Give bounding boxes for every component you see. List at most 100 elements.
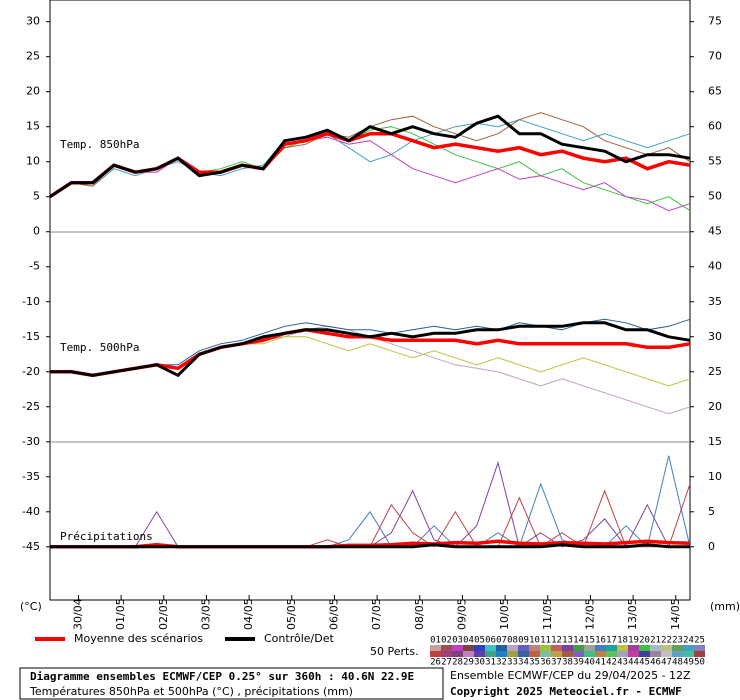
perturbation-label: 15 [584,636,595,646]
x-tick-label: 06/05 [327,598,340,630]
perturbation-swatch [584,645,595,651]
y-tick-label: 25 [26,50,40,63]
y-tick-label: -5 [29,260,40,273]
perturbation-label: 18 [617,636,628,646]
y-tick-label: -45 [22,540,40,553]
y2-tick-label: 10 [708,470,722,483]
perturbation-label: 31 [485,658,496,668]
panel-label: Précipitations [60,530,153,543]
x-tick-label: 14/05 [669,598,682,630]
perturbation-swatch [507,651,518,657]
perturbation-swatch [496,645,507,651]
perturbation-label: 38 [562,658,573,668]
perturbation-label: 33 [507,658,518,668]
perturbation-swatch [529,645,540,651]
perturbation-swatch [485,645,496,651]
perturbation-swatch [452,645,463,651]
perturbation-label: 40 [584,658,595,668]
y-tick-label: 30 [26,15,40,28]
x-tick-label: 01/05 [114,598,127,630]
x-tick-label: 30/04 [71,598,84,630]
perturbation-swatch [573,645,584,651]
perturbation-swatch [430,645,441,651]
x-tick-label: 03/05 [199,598,212,630]
perturbation-swatch [595,651,606,657]
perturbation-label: 42 [606,658,617,668]
perturbation-label: 04 [463,636,474,646]
perturbation-swatch [463,651,474,657]
perturbation-label: 22 [661,636,672,646]
perturbation-swatch [694,645,705,651]
perturbation-label: 50 [694,658,705,668]
perturbation-label: 06 [485,636,496,646]
perturbation-swatch [628,651,639,657]
perturbation-label: 49 [683,658,694,668]
perturbation-label: 14 [573,636,584,646]
series-line [49,114,691,198]
perturbation-label: 43 [617,658,628,668]
x-tick-label: 02/05 [157,598,170,630]
y-tick-label: -20 [22,365,40,378]
perturbation-label: 23 [672,636,683,646]
perturbation-label: 28 [452,658,463,668]
perturbation-label: 30 [474,658,485,668]
perturbation-swatch [540,651,551,657]
y2-tick-label: 75 [708,15,722,28]
perturbation-label: 12 [551,636,562,646]
y2-tick-label: 70 [708,50,722,63]
perturbation-swatch [606,651,617,657]
x-tick-label: 04/05 [242,598,255,630]
x-tick-label: 05/05 [285,598,298,630]
y2-unit: (mm) [710,600,740,613]
series-line [50,543,690,549]
series-line [49,131,691,199]
y-tick-label: -10 [22,295,40,308]
perturbation-label: 24 [683,636,694,646]
y-tick-label: 10 [26,155,40,168]
perturbation-swatch [430,651,441,657]
y-tick-label: 15 [26,120,40,133]
perturbation-label: 48 [672,658,683,668]
perturbation-swatch [628,645,639,651]
perturbation-swatch [463,645,474,651]
perturbation-label: 45 [639,658,650,668]
perturbation-swatch [562,645,573,651]
perturbation-swatch [441,651,452,657]
chart-title: Diagramme ensembles ECMWF/CEP 0.25° sur … [30,670,414,683]
y2-tick-label: 50 [708,190,722,203]
y2-tick-label: 55 [708,155,722,168]
perturbation-label: 02 [441,636,452,646]
y2-tick-label: 15 [708,435,722,448]
perturbation-swatch [485,651,496,657]
legend-label: Contrôle/Det [264,632,334,645]
perturbation-swatch [639,645,650,651]
info-box [19,667,444,700]
perturbation-swatch [650,645,661,651]
perturbation-swatch [518,645,529,651]
perturbation-label: 26 [430,658,441,668]
perturbation-label: 01 [430,636,441,646]
perturbation-swatch [661,645,672,651]
series-line [50,321,691,378]
y2-tick-label: 30 [708,330,722,343]
y-tick-label: 0 [33,225,40,238]
perturbation-label: 25 [694,636,705,646]
perturbation-swatch [672,651,683,657]
x-tick-label: 12/05 [583,598,596,630]
y-unit: (°C) [20,600,42,613]
perturbation-label: 36 [540,658,551,668]
perturbation-legend-title: 50 Perts. [370,645,419,658]
perturbation-label: 35 [529,658,540,668]
legend-label: Moyenne des scénarios [74,632,203,645]
perturbation-swatch [562,651,573,657]
perturbation-swatch [551,651,562,657]
perturbation-label: 20 [639,636,650,646]
y2-tick-label: 0 [708,540,715,553]
y-tick-label: -35 [22,470,40,483]
perturbation-swatch [474,645,485,651]
x-tick-label: 07/05 [370,598,383,630]
perturbation-swatch [474,651,485,657]
perturbation-swatch [540,645,551,651]
y2-tick-label: 5 [708,505,715,518]
